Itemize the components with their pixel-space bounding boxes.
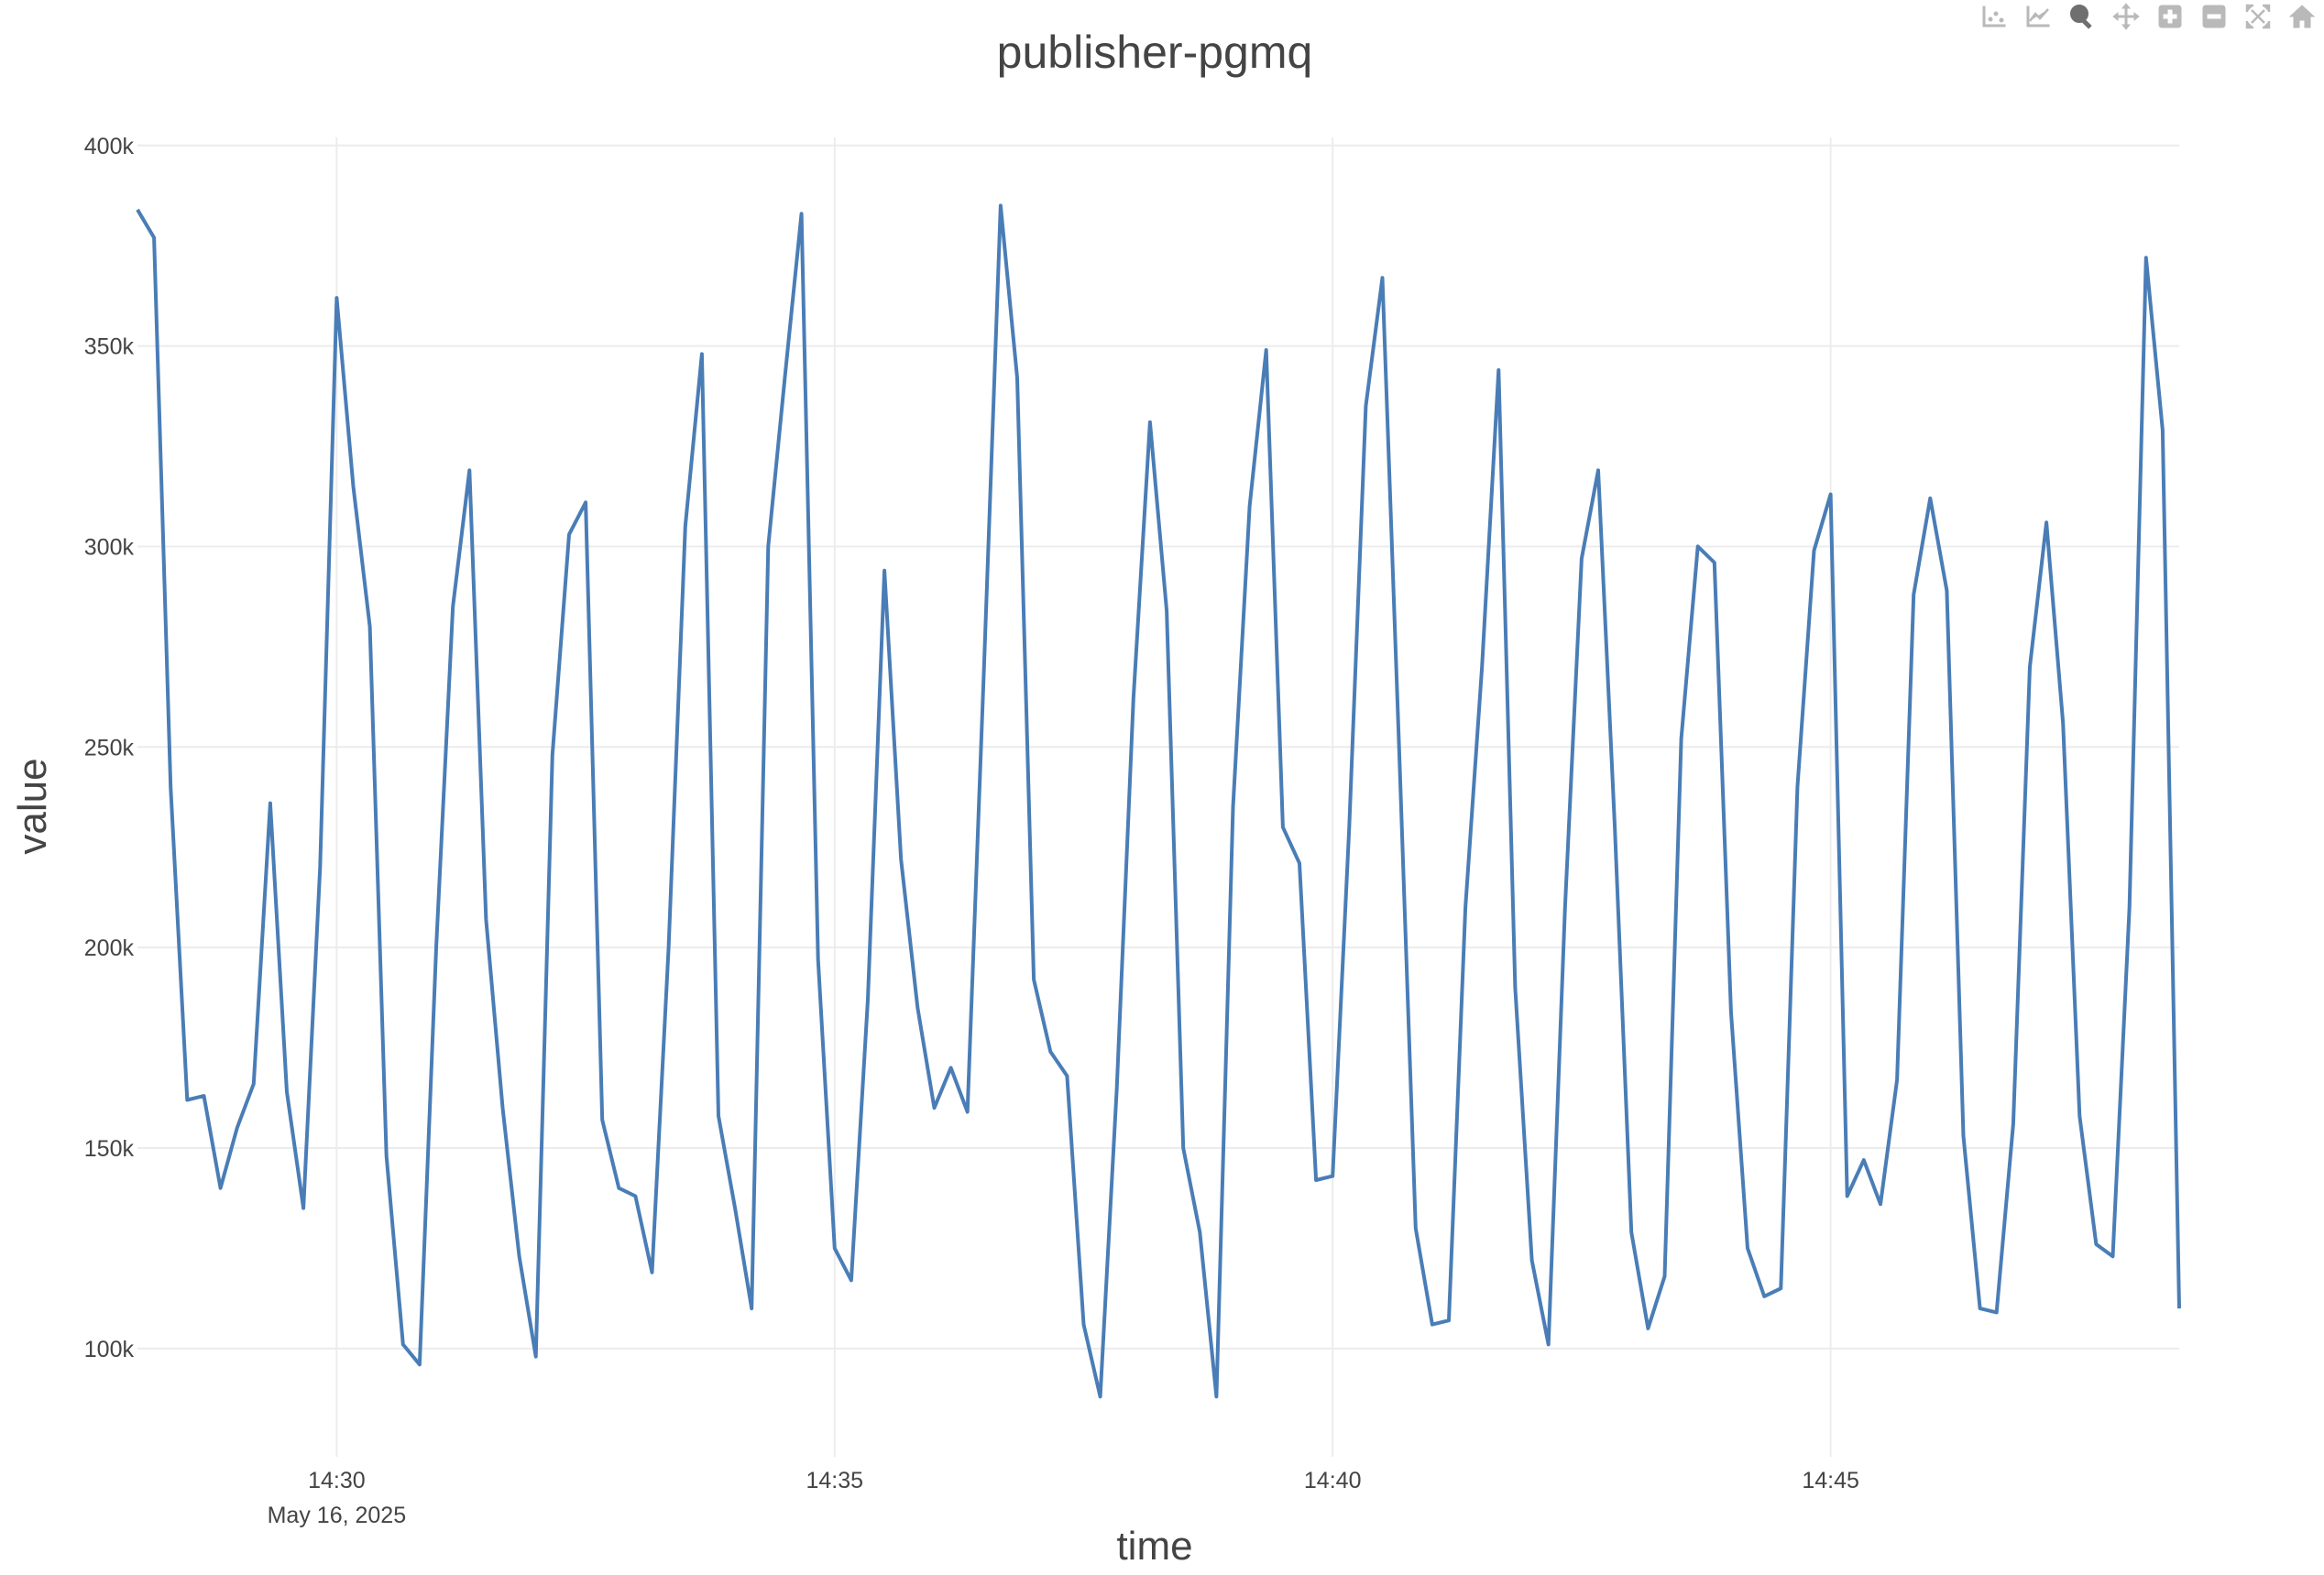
zoom-in-button[interactable] bbox=[2155, 2, 2185, 31]
x-tick-date-label: May 16, 2025 bbox=[268, 1503, 407, 1528]
y-tick-label: 400k bbox=[84, 134, 135, 159]
y-tick-label: 200k bbox=[84, 935, 135, 961]
compare-data-button[interactable] bbox=[2023, 2, 2053, 31]
series-layer bbox=[136, 203, 2181, 1399]
pan-button[interactable] bbox=[2111, 2, 2141, 31]
y-tick-label: 150k bbox=[84, 1136, 135, 1162]
x-gridlines bbox=[335, 137, 1832, 1457]
x-tick-label: 14:30 bbox=[308, 1468, 366, 1493]
chart-title: publisher-pgmq bbox=[997, 27, 1313, 78]
zoom-icon bbox=[2070, 5, 2092, 29]
compare-data-icon bbox=[2026, 5, 2050, 27]
show-closest-data-icon bbox=[1982, 5, 2006, 27]
autoscale-icon bbox=[2245, 4, 2271, 29]
y-tick-labels: 100k 150k 200k 250k 300k 350k 400k bbox=[84, 134, 135, 1362]
y-tick-label: 250k bbox=[84, 735, 135, 760]
y-tick-label: 350k bbox=[84, 334, 135, 360]
zoom-out-icon bbox=[2202, 5, 2226, 28]
zoom-in-icon bbox=[2158, 5, 2182, 28]
modebar bbox=[1979, 2, 2317, 31]
autoscale-button[interactable] bbox=[2243, 2, 2273, 31]
x-tick-label: 14:40 bbox=[1304, 1468, 1362, 1493]
y-tick-label: 100k bbox=[84, 1337, 135, 1362]
y-tick-label: 300k bbox=[84, 534, 135, 560]
y-axis-title: value bbox=[10, 758, 55, 854]
series-line[interactable] bbox=[136, 203, 2181, 1399]
x-tick-labels: 14:30 May 16, 2025 14:35 14:40 14:45 bbox=[268, 1468, 1859, 1528]
show-closest-data-button[interactable] bbox=[1979, 2, 2009, 31]
pan-icon bbox=[2112, 3, 2140, 30]
x-tick-label: 14:35 bbox=[806, 1468, 863, 1493]
zoom-out-button[interactable] bbox=[2199, 2, 2229, 31]
zoom-button[interactable] bbox=[2067, 2, 2097, 31]
reset-axes-button[interactable] bbox=[2287, 2, 2317, 31]
reset-axes-icon bbox=[2288, 5, 2316, 28]
x-tick-label: 14:45 bbox=[1802, 1468, 1859, 1493]
y-gridlines bbox=[137, 144, 2179, 1350]
x-axis-title: time bbox=[1116, 1524, 1192, 1569]
